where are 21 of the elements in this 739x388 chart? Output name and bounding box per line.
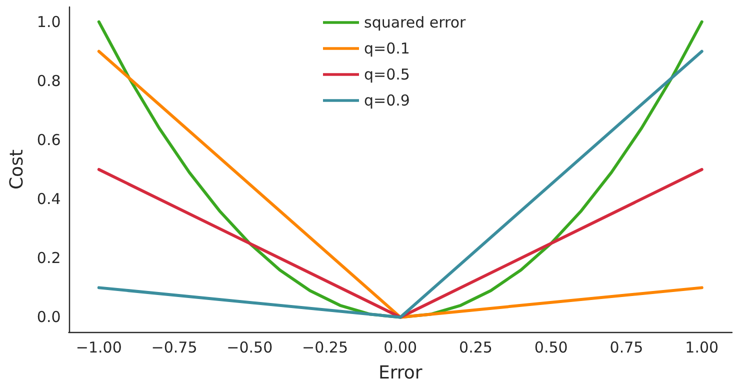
y-axis-title: Cost	[6, 149, 28, 190]
y-tick-label: 0.0	[36, 308, 61, 326]
x-tick-label: 0.50	[534, 338, 568, 356]
legend-label: q=0.1	[364, 40, 410, 58]
x-axis-title: Error	[378, 362, 423, 384]
y-tick-label: 0.6	[36, 130, 61, 149]
x-tick-label: −0.75	[151, 338, 198, 356]
x-tick-label: −0.25	[302, 338, 348, 356]
legend-label: squared error	[364, 14, 467, 32]
legend-label: q=0.9	[364, 92, 410, 110]
y-tick-label: 0.4	[36, 190, 61, 208]
x-tick-label: 0.00	[384, 338, 418, 356]
y-tick-label: 0.2	[36, 249, 61, 268]
y-tick-label: 0.8	[36, 72, 61, 90]
x-tick-label: −0.50	[226, 338, 273, 356]
x-tick-label: 0.25	[459, 338, 492, 356]
x-tick-label: 0.75	[610, 338, 644, 356]
legend-label: q=0.5	[364, 66, 410, 84]
x-tick-label: 1.00	[685, 338, 719, 356]
y-tick-label: 1.0	[36, 12, 61, 31]
x-tick-label: −1.00	[76, 338, 122, 356]
